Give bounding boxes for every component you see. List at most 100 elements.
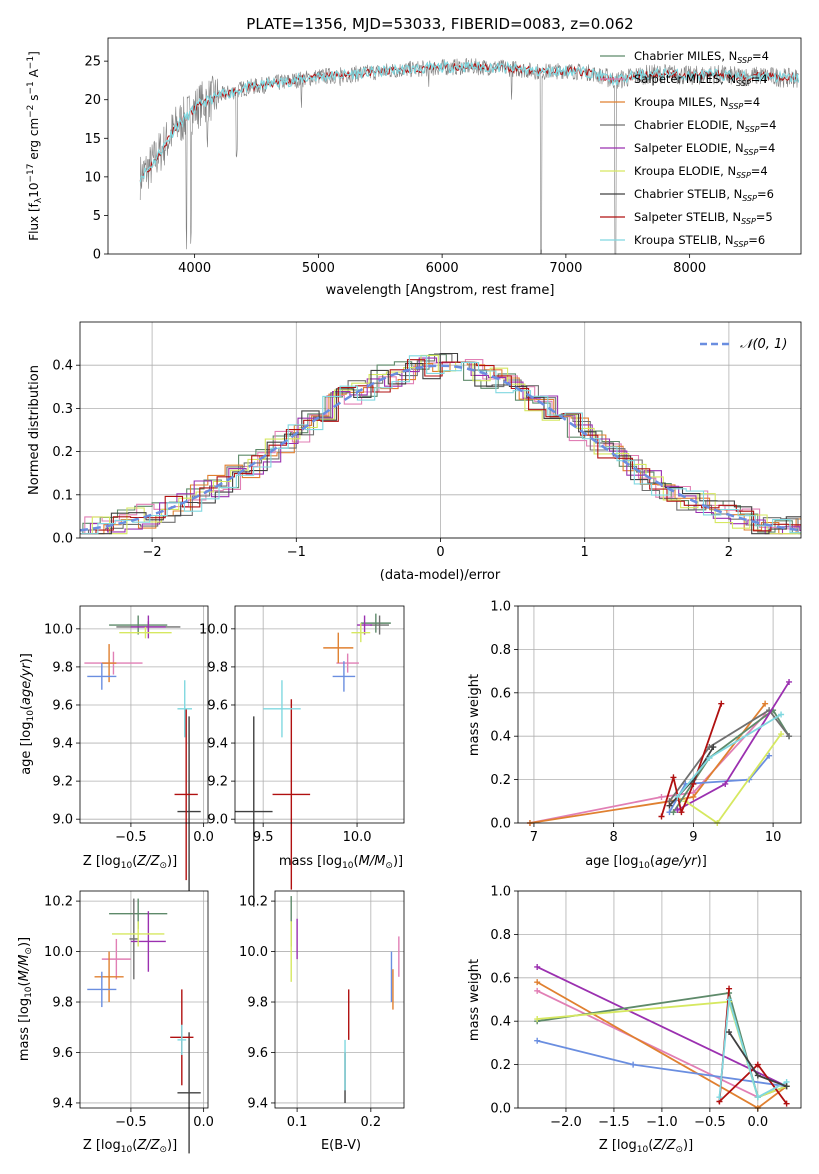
series-marker xyxy=(754,1072,761,1079)
y-tick-label: 10.2 xyxy=(44,895,73,910)
series-line xyxy=(672,708,790,813)
plot-frame xyxy=(234,605,405,824)
series-line xyxy=(718,999,788,1099)
series-marker xyxy=(718,700,725,707)
legend-label: Chabrier STELIB, NSSP=6 xyxy=(634,187,774,203)
x-tick-label: 5000 xyxy=(302,261,335,276)
y-tick-label: 9.2 xyxy=(207,775,228,790)
x-tick-label: 0.0 xyxy=(747,1115,768,1130)
spectrum-xlabel: wavelength [Angstrom, rest frame] xyxy=(326,283,555,298)
series-marker xyxy=(786,733,793,740)
x-tick-label: −0.5 xyxy=(115,830,147,845)
x-tick-label: 4000 xyxy=(178,261,211,276)
y-tick-label: 9.4 xyxy=(247,1096,268,1111)
histogram-xlabel: (data-model)/error xyxy=(380,568,501,583)
legend-label: Chabrier ELODIE, NSSP=4 xyxy=(634,118,776,134)
series-marker xyxy=(710,744,717,751)
x-tick-label: 0.0 xyxy=(193,830,214,845)
x-tick-label: 2 xyxy=(725,545,733,560)
y-tick-label: 9.8 xyxy=(52,660,73,675)
y-tick-label: 1.0 xyxy=(490,600,511,615)
x-tick-label: 7 xyxy=(530,830,538,845)
y-tick-label: 9.8 xyxy=(207,660,228,675)
plot-frame xyxy=(517,890,802,1109)
series-marker xyxy=(630,1061,637,1068)
plot-area xyxy=(518,606,801,823)
mass-Z-ylabel: mass [log10(M/M⊙)] xyxy=(17,937,34,1061)
y-tick-label: 0.0 xyxy=(490,817,511,832)
x-tick-label: 1 xyxy=(581,545,589,560)
histogram-series xyxy=(80,359,801,535)
y-tick-label: 10 xyxy=(84,170,101,185)
y-tick-label: 9.4 xyxy=(207,737,228,752)
series-marker xyxy=(666,802,673,809)
mass-vs-ebv-panel: 0.1 0.2 9.4 9.6 9.8 10.0 10.2 xyxy=(239,890,405,1130)
x-tick-label: 0 xyxy=(436,545,444,560)
histogram-series xyxy=(80,354,801,535)
series-marker xyxy=(716,1094,723,1101)
y-tick-label: 9.4 xyxy=(52,737,73,752)
y-tick-label: 0.4 xyxy=(490,1015,511,1030)
spectrum-data-line xyxy=(139,57,799,255)
x-tick-label: 10.0 xyxy=(343,830,372,845)
histogram-legend-label: 𝒩(0, 1) xyxy=(740,337,787,352)
y-tick-label: 0.2 xyxy=(52,445,73,460)
y-tick-label: 0.2 xyxy=(490,1058,511,1073)
x-tick-label: 9.5 xyxy=(253,830,274,845)
y-tick-label: 0.4 xyxy=(490,730,511,745)
x-tick-label: −1.5 xyxy=(598,1115,630,1130)
series-marker xyxy=(690,793,697,800)
weight-Z-xlabel: Z [log10(Z/Z⊙)] xyxy=(599,1138,693,1155)
age-Z-ylabel: age [log10(age/yr)] xyxy=(19,653,36,775)
series-marker xyxy=(658,793,665,800)
residual-histogram-panel: −2 −1 0 1 2 0.0 0.1 0.2 0.3 0.4 (data-model)/erro… xyxy=(27,321,802,583)
y-tick-label: 0.1 xyxy=(52,488,73,503)
x-tick-label: 7000 xyxy=(549,261,582,276)
histogram-series xyxy=(80,359,801,535)
weight-vs-Z-panel: −2.0 −1.5 −1.0 −0.5 0.0 0.0 0.2 0.4 0.6 0.8 1.0 xyxy=(490,885,802,1130)
y-tick-label: 10.0 xyxy=(239,945,268,960)
series-marker xyxy=(670,774,677,781)
y-tick-label: 9.6 xyxy=(207,698,228,713)
weight-age-ylabel: mass weight xyxy=(467,674,482,756)
legend-label: Salpeter ELODIE, NSSP=4 xyxy=(634,141,775,157)
plot-frame xyxy=(517,605,802,824)
mass-ebv-xlabel: E(B-V) xyxy=(321,1138,361,1153)
y-tick-label: 9.6 xyxy=(52,1046,73,1061)
y-tick-label: 9.6 xyxy=(52,698,73,713)
y-tick-label: 0.6 xyxy=(490,686,511,701)
x-tick-label: 0.0 xyxy=(193,1115,214,1130)
legend-label: Kroupa ELODIE, NSSP=4 xyxy=(634,164,768,180)
age-vs-mass-panel: 9.5 10.0 9.0 9.2 9.4 9.6 9.8 10.0 xyxy=(199,605,405,907)
normal-curve xyxy=(79,364,802,532)
series-marker xyxy=(674,793,681,800)
legend-label: Salpeter STELIB, NSSP=5 xyxy=(634,210,773,226)
mass-vs-Z-panel: −0.5 0.0 9.4 9.6 9.8 10.0 10.2 xyxy=(44,890,214,1154)
y-tick-label: 1.0 xyxy=(490,885,511,900)
legend-label: Chabrier MILES, NSSP=4 xyxy=(634,49,769,65)
x-tick-label: 0.2 xyxy=(360,1115,381,1130)
histogram-series xyxy=(80,355,801,535)
y-tick-label: 0.4 xyxy=(52,359,73,374)
y-tick-label: 10.0 xyxy=(44,945,73,960)
y-tick-label: 0.8 xyxy=(490,643,511,658)
y-tick-label: 0.0 xyxy=(490,1102,511,1117)
age-vs-Z-panel: −0.5 0.0 9.0 9.2 9.4 9.6 9.8 10.0 xyxy=(44,605,214,907)
y-tick-label: 9.8 xyxy=(52,996,73,1011)
series-marker xyxy=(778,731,785,738)
plot-area xyxy=(235,606,404,823)
spectrum-legend: Chabrier MILES, NSSP=4 Salpeter MILES, NS… xyxy=(600,49,776,249)
plot-area xyxy=(518,891,801,1108)
series-line xyxy=(668,708,790,802)
series-marker xyxy=(534,1016,541,1023)
x-tick-label: −0.5 xyxy=(694,1115,726,1130)
y-tick-label: 10.0 xyxy=(44,622,73,637)
y-tick-label: 9.8 xyxy=(247,996,268,1011)
x-tick-label: −2.0 xyxy=(550,1115,582,1130)
y-tick-label: 25 xyxy=(84,55,101,70)
series-marker xyxy=(726,985,733,992)
histogram-legend: 𝒩(0, 1) xyxy=(700,337,787,352)
weight-age-xlabel: age [log10(age/yr)] xyxy=(585,854,707,871)
x-tick-label: 9 xyxy=(689,830,697,845)
